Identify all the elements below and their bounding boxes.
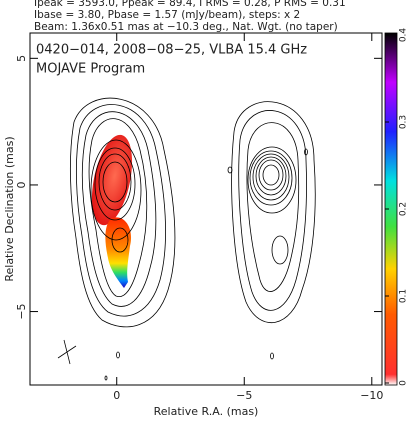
beam-marker	[57, 339, 77, 365]
y-axis-label: Relative Declination (mas)	[3, 136, 16, 281]
contours	[227, 101, 316, 360]
chart-title: 0420−014, 2008−08−25, VLBA 15.4 GHz	[36, 43, 307, 58]
chart-subtitle: MOJAVE Program	[36, 62, 145, 77]
header-line: Ibase = 3.80, Pbase = 1.57 (mJy/beam), s…	[34, 9, 300, 21]
pol-emission	[105, 217, 132, 288]
x-axis-label: Relative R.A. (mas)	[154, 405, 259, 418]
colorbar-tick-label: 0.4	[399, 28, 409, 43]
pol-emission	[91, 134, 133, 226]
colorbar-tick-label: 0	[399, 380, 409, 386]
contours	[70, 97, 176, 381]
y-tick-label: 0	[15, 181, 28, 188]
y-tick-label: −5	[15, 303, 28, 319]
x-tick-label: 0	[113, 389, 120, 402]
colorbar-tick-label: 0.2	[399, 202, 409, 216]
header-line: Ipeak = 3593.0, Ppeak = 89.4, I RMS = 0.…	[34, 0, 346, 9]
colorbar-tick-label: 0.3	[399, 115, 409, 129]
y-tick-label: 5	[15, 55, 28, 62]
x-tick-label: −5	[236, 389, 252, 402]
header-line: Beam: 1.36x0.51 mas at −10.3 deg., Nat. …	[34, 21, 338, 33]
x-tick-label: −10	[360, 389, 383, 402]
colorbar-tick-label: 0.1	[399, 289, 409, 303]
plot-frame	[29, 32, 383, 386]
